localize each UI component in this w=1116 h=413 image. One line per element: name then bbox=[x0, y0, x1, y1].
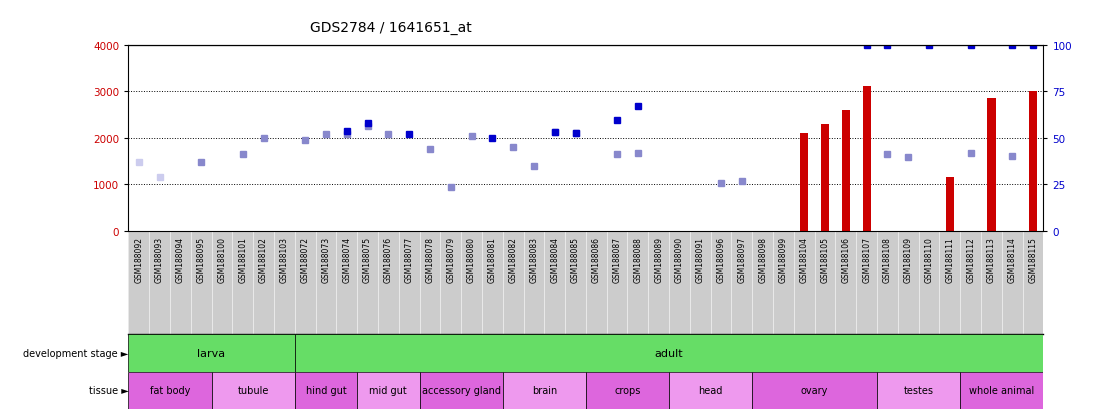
Bar bbox=[295, 372, 357, 409]
Bar bbox=[821, 124, 829, 231]
Bar bbox=[988, 99, 995, 231]
Text: crops: crops bbox=[614, 385, 641, 395]
Text: GSM188106: GSM188106 bbox=[841, 236, 850, 282]
Text: GSM188096: GSM188096 bbox=[716, 236, 725, 282]
Bar bbox=[357, 372, 420, 409]
Text: GSM188100: GSM188100 bbox=[218, 236, 227, 282]
Bar bbox=[800, 134, 808, 231]
Text: GSM188110: GSM188110 bbox=[924, 236, 934, 282]
Text: GSM188087: GSM188087 bbox=[613, 236, 622, 282]
Bar bbox=[1029, 92, 1037, 231]
Text: larva: larva bbox=[198, 348, 225, 358]
Text: development stage ►: development stage ► bbox=[23, 348, 128, 358]
Text: GSM188111: GSM188111 bbox=[945, 236, 954, 282]
Text: GSM188097: GSM188097 bbox=[738, 236, 747, 282]
Bar bbox=[128, 372, 212, 409]
Bar bbox=[670, 372, 752, 409]
Text: GSM188073: GSM188073 bbox=[321, 236, 330, 282]
Text: GSM188099: GSM188099 bbox=[779, 236, 788, 282]
Bar bbox=[586, 372, 670, 409]
Text: GSM188077: GSM188077 bbox=[405, 236, 414, 282]
Text: GSM188114: GSM188114 bbox=[1008, 236, 1017, 282]
Text: GSM188105: GSM188105 bbox=[820, 236, 829, 282]
Text: GSM188081: GSM188081 bbox=[488, 236, 497, 282]
Text: GSM188093: GSM188093 bbox=[155, 236, 164, 282]
Bar bbox=[502, 372, 586, 409]
Text: adult: adult bbox=[655, 348, 683, 358]
Text: GSM188098: GSM188098 bbox=[758, 236, 767, 282]
Text: GSM188102: GSM188102 bbox=[259, 236, 268, 282]
Text: GSM188080: GSM188080 bbox=[466, 236, 477, 282]
Text: GSM188101: GSM188101 bbox=[238, 236, 248, 282]
Text: GSM188086: GSM188086 bbox=[591, 236, 600, 282]
Text: GDS2784 / 1641651_at: GDS2784 / 1641651_at bbox=[310, 21, 471, 35]
Text: hind gut: hind gut bbox=[306, 385, 346, 395]
Bar bbox=[945, 178, 954, 231]
Text: tissue ►: tissue ► bbox=[88, 385, 128, 395]
Bar bbox=[128, 335, 295, 372]
Text: GSM188083: GSM188083 bbox=[529, 236, 538, 282]
Text: GSM188084: GSM188084 bbox=[550, 236, 559, 282]
Text: brain: brain bbox=[531, 385, 557, 395]
Text: GSM188107: GSM188107 bbox=[863, 236, 872, 282]
Text: GSM188082: GSM188082 bbox=[509, 236, 518, 282]
Text: testes: testes bbox=[904, 385, 934, 395]
Text: GSM188104: GSM188104 bbox=[800, 236, 809, 282]
Bar bbox=[877, 372, 960, 409]
Text: GSM188078: GSM188078 bbox=[425, 236, 434, 282]
Text: GSM188075: GSM188075 bbox=[363, 236, 372, 282]
Text: GSM188094: GSM188094 bbox=[176, 236, 185, 282]
Text: GSM188092: GSM188092 bbox=[134, 236, 143, 282]
Bar bbox=[420, 372, 502, 409]
Text: GSM188109: GSM188109 bbox=[904, 236, 913, 282]
Bar bbox=[752, 372, 877, 409]
Text: GSM188089: GSM188089 bbox=[654, 236, 663, 282]
Text: mid gut: mid gut bbox=[369, 385, 407, 395]
Bar bbox=[960, 372, 1043, 409]
Text: GSM188108: GSM188108 bbox=[883, 236, 892, 282]
Text: GSM188088: GSM188088 bbox=[634, 236, 643, 282]
Text: head: head bbox=[699, 385, 723, 395]
Bar bbox=[295, 335, 1043, 372]
Bar bbox=[841, 110, 850, 231]
Text: GSM188085: GSM188085 bbox=[571, 236, 580, 282]
Text: GSM188074: GSM188074 bbox=[343, 236, 352, 282]
Text: ovary: ovary bbox=[801, 385, 828, 395]
Text: GSM188103: GSM188103 bbox=[280, 236, 289, 282]
Text: GSM188095: GSM188095 bbox=[196, 236, 205, 282]
Text: accessory gland: accessory gland bbox=[422, 385, 501, 395]
Text: GSM188115: GSM188115 bbox=[1029, 236, 1038, 282]
Text: fat body: fat body bbox=[150, 385, 190, 395]
Text: GSM188079: GSM188079 bbox=[446, 236, 455, 282]
Bar bbox=[863, 87, 870, 231]
Text: GSM188113: GSM188113 bbox=[987, 236, 995, 282]
Text: GSM188112: GSM188112 bbox=[966, 236, 975, 282]
Bar bbox=[212, 372, 295, 409]
Text: whole animal: whole animal bbox=[969, 385, 1035, 395]
Text: GSM188076: GSM188076 bbox=[384, 236, 393, 282]
Text: tubule: tubule bbox=[238, 385, 269, 395]
Text: GSM188091: GSM188091 bbox=[695, 236, 705, 282]
Text: GSM188090: GSM188090 bbox=[675, 236, 684, 282]
Text: GSM188072: GSM188072 bbox=[300, 236, 309, 282]
